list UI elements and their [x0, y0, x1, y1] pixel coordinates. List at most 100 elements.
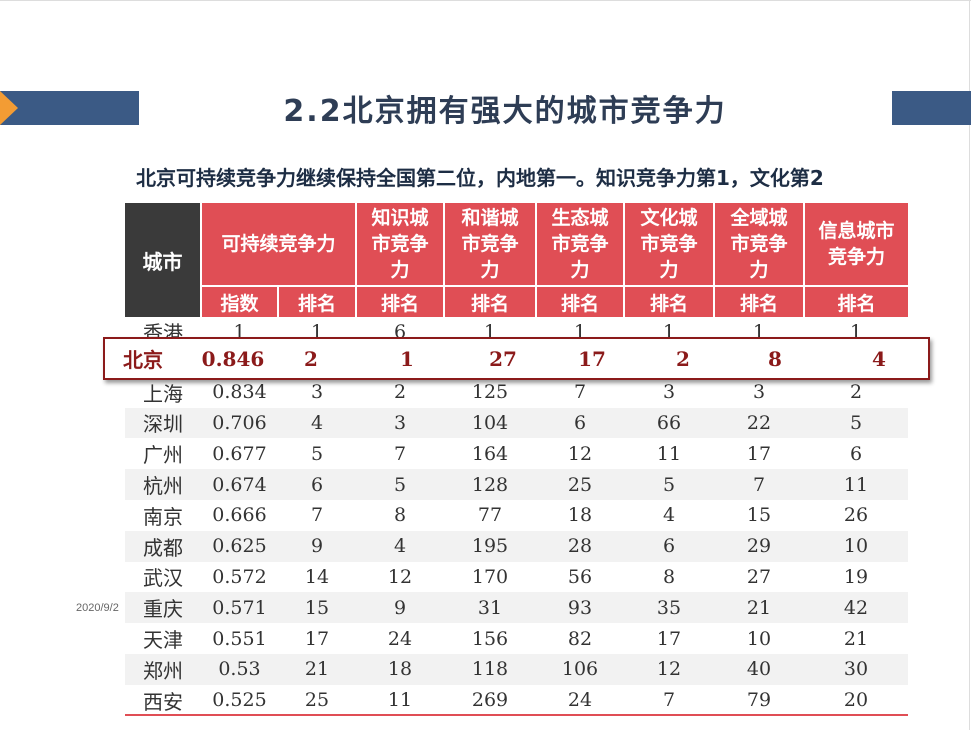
value-cell: 6	[849, 442, 863, 465]
beijing-highlight-box: 北京 0.846 2 1 27 17 2 8 4	[103, 337, 930, 380]
table-row: 天津 0.551 17 24 156 82 17 10 21	[125, 623, 908, 654]
beijing-value: 2	[304, 346, 318, 371]
value-cell: 21	[278, 653, 357, 685]
header-group-culture-label: 文化城市竞争力	[640, 207, 698, 281]
beijing-value: 2	[676, 346, 690, 371]
header-group-information: 信息城市竞争力	[804, 203, 909, 287]
table-row: 西安 0.525 25 11 269 24 7 79 20	[125, 685, 908, 716]
value-cell: 30	[804, 653, 909, 685]
table-row: 郑州 0.53 21 18 118 106 12 40 30	[125, 653, 909, 685]
value-cell: 0.674	[201, 469, 278, 500]
value-cell: 82	[567, 627, 593, 650]
value-cell: 7	[393, 442, 407, 465]
subheader-rank: 排名	[804, 286, 909, 317]
value-cell: 24	[387, 627, 413, 650]
table-row: 广州 0.677 5 7 164 12 11 17 6	[125, 438, 908, 469]
subheader-rank: 排名	[624, 286, 716, 317]
beijing-value: 8	[768, 346, 782, 371]
value-cell: 14	[304, 565, 330, 588]
table-bottom-rule	[125, 714, 908, 716]
value-cell: 26	[843, 504, 869, 527]
city-cell: 广州	[143, 443, 183, 468]
value-cell: 170	[471, 565, 509, 588]
city-cell: 重庆	[125, 592, 201, 624]
value-cell: 10	[804, 530, 909, 562]
value-cell: 31	[444, 592, 537, 624]
value-cell: 195	[444, 530, 537, 562]
value-cell: 6	[278, 469, 357, 500]
value-cell: 0.666	[212, 504, 267, 527]
subheader-rank: 排名	[714, 286, 806, 317]
table-row: 武汉 0.572 14 12 170 56 8 27 19	[125, 562, 908, 593]
city-cell: 上海	[143, 381, 183, 406]
header-city: 城市	[125, 203, 202, 317]
value-cell: 77	[477, 504, 503, 527]
orange-arrow-icon	[0, 91, 18, 125]
value-cell: 9	[356, 592, 445, 624]
table-row: 南京 0.666 7 8 77 18 4 15 26	[125, 500, 908, 531]
value-cell: 11	[656, 442, 682, 465]
value-cell: 10	[746, 627, 772, 650]
value-cell: 269	[471, 689, 509, 712]
competitiveness-table: 城市 可持续竞争力 知识城市竞争力 和谐城市竞争力 生态城市竞争力 文化城市竞争…	[125, 203, 909, 716]
value-cell: 5	[804, 407, 909, 439]
value-cell: 0.834	[212, 381, 267, 404]
header-group-global: 全域城市竞争力	[714, 203, 806, 287]
value-cell: 27	[746, 565, 772, 588]
table-row: 成都 0.625 9 4 195 28 6 29 10	[125, 530, 909, 562]
header-group-sustainable: 可持续竞争力	[201, 203, 358, 287]
header-group-information-label: 信息城市竞争力	[818, 220, 895, 268]
value-cell: 22	[714, 407, 805, 439]
value-cell: 79	[746, 689, 772, 712]
beijing-value: 4	[872, 346, 886, 371]
value-cell: 21	[843, 627, 869, 650]
value-cell: 6	[536, 407, 625, 439]
value-cell: 11	[387, 689, 413, 712]
value-cell: 29	[714, 530, 805, 562]
header-group-culture: 文化城市竞争力	[624, 203, 716, 287]
value-cell: 2	[849, 381, 863, 404]
beijing-value: 1	[400, 346, 414, 371]
value-cell: 17	[304, 627, 330, 650]
subheader-index: 指数	[201, 286, 279, 317]
city-cell: 成都	[125, 530, 201, 562]
city-cell: 武汉	[143, 566, 183, 591]
slide-title: 2.2北京拥有强大的城市竞争力	[283, 94, 727, 129]
value-cell: 25	[304, 689, 330, 712]
left-title-bar	[0, 91, 139, 125]
value-cell: 4	[662, 504, 676, 527]
value-cell: 2	[393, 381, 407, 404]
value-cell: 15	[278, 592, 357, 624]
value-cell: 4	[278, 407, 357, 439]
slide-border-right	[969, 0, 970, 730]
value-cell: 18	[567, 504, 593, 527]
city-cell: 郑州	[125, 653, 201, 685]
value-cell: 0.525	[212, 689, 267, 712]
value-cell: 0.53	[201, 653, 278, 685]
value-cell: 125	[471, 381, 509, 404]
table-row: 上海 0.834 3 2 125 7 3 3 2	[125, 377, 908, 408]
value-cell: 5	[356, 469, 445, 500]
value-cell: 3	[310, 381, 324, 404]
city-cell: 杭州	[125, 469, 201, 500]
slide-subtitle: 北京可持续竞争力继续保持全国第二位，内地第一。知识竞争力第1，文化第2	[136, 166, 824, 190]
beijing-highlight-row: 北京 0.846 2 1 27 17 2 8 4	[105, 339, 928, 378]
value-cell: 21	[714, 592, 805, 624]
value-cell: 164	[471, 442, 509, 465]
city-cell: 南京	[143, 504, 183, 529]
value-cell: 0.706	[201, 407, 278, 439]
value-cell: 40	[714, 653, 805, 685]
header-group-knowledge-label: 知识城市竞争力	[371, 207, 429, 281]
value-cell: 12	[567, 442, 593, 465]
value-cell: 66	[624, 407, 715, 439]
date-label: 2020/9/2	[76, 602, 119, 614]
value-cell: 4	[356, 530, 445, 562]
value-cell: 3	[752, 381, 766, 404]
value-cell: 0.572	[212, 565, 267, 588]
value-cell: 6	[624, 530, 715, 562]
city-cell: 西安	[143, 689, 183, 714]
value-cell: 0.571	[201, 592, 278, 624]
value-cell: 9	[278, 530, 357, 562]
value-cell: 118	[444, 653, 537, 685]
header-group-harmony-label: 和谐城市竞争力	[461, 207, 519, 281]
